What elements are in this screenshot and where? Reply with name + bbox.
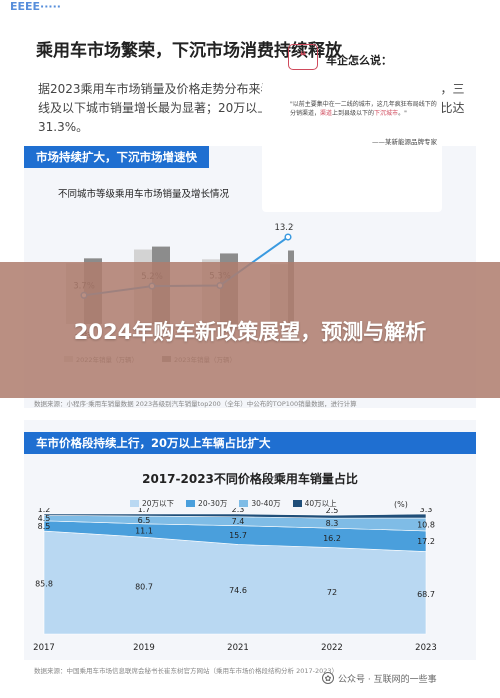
data-label: 3.3 xyxy=(420,508,433,514)
price-segment-area-chart: 85.8 80.7 74.6 72 68.7 8.5 11.1 15.7 16.2 17.2 4.5… xyxy=(33,508,437,653)
legend-item: 20万以下 xyxy=(130,498,174,509)
data-label: 80.7 xyxy=(135,583,153,592)
x-tick-label: 2017 xyxy=(33,643,55,653)
area-band xyxy=(43,513,427,519)
data-label: 2.5 xyxy=(326,508,339,515)
quote-title: 车企怎么说： xyxy=(326,54,392,67)
quote-card xyxy=(262,82,442,212)
page-title: 乘用车市场繁荣，下沉市场消费持续释放 xyxy=(36,41,342,61)
data-label: 17.2 xyxy=(417,537,435,546)
chart2-title: 2017-2023不同价格段乘用车销量占比 xyxy=(142,472,358,486)
data-label: 2.3 xyxy=(232,508,245,514)
quote-text: "以前主要集中在一二线的城市，这几年疯狂布局线下的分销渠道，渠道上到县级以下的下… xyxy=(290,101,437,117)
watermark: ✿ 公众号 · 互联网的一些事 xyxy=(322,670,437,686)
legend-label: 40万以上 xyxy=(304,499,337,508)
data-label: 72 xyxy=(327,588,337,597)
data-label: 4.5 xyxy=(38,514,51,523)
legend-swatch xyxy=(239,500,249,507)
data-label: 68.7 xyxy=(417,590,435,599)
x-tick-label: 2019 xyxy=(133,643,155,653)
x-tick-label: 2023 xyxy=(415,643,437,653)
data-label: 1.2 xyxy=(38,508,51,514)
x-tick-label: 2021 xyxy=(227,643,249,653)
x-tick-label: 2022 xyxy=(321,643,343,653)
legend-item: 30-40万 xyxy=(239,498,281,509)
data-label: 74.6 xyxy=(229,586,247,595)
data-label: 7.4 xyxy=(232,517,245,526)
section-title: 车市价格段持续上行，20万以上车辆占比扩大 xyxy=(24,432,476,454)
data-label: 8.3 xyxy=(326,519,339,528)
legend-label: 20万以下 xyxy=(142,499,175,508)
legend-item: 40万以上 xyxy=(292,498,337,509)
overlay-headline: 2024年购车新政策展望，预测与解析 xyxy=(73,320,427,344)
data-label: 11.1 xyxy=(135,527,153,536)
growth-point xyxy=(284,233,292,241)
legend-swatch xyxy=(186,500,196,507)
legend-swatch xyxy=(292,500,302,507)
watermark-text: 公众号 · 互联网的一些事 xyxy=(338,674,437,685)
data-label: 1.7 xyxy=(138,508,151,514)
data-label: 8.5 xyxy=(38,522,51,531)
wechat-icon: ✿ xyxy=(322,672,334,684)
growth-label: 13.2% xyxy=(274,223,294,233)
headline-overlay-band xyxy=(0,262,500,398)
legend-label: 20-30万 xyxy=(198,499,228,508)
data-label: 16.2 xyxy=(323,534,341,543)
legend-label: 30-40万 xyxy=(251,499,281,508)
source-note: 数据来源：中国乘用车市场信息联席会秘书长崔东树官方网站（乘用车市场价格段结构分析… xyxy=(34,667,338,675)
data-label: 10.8 xyxy=(417,520,435,529)
source-note: 数据来源：小程序·乘用车销量数据 2023各级别汽车销量top200（全年）中公… xyxy=(34,400,357,408)
quote-signature: ——某新能源品牌专家 xyxy=(372,138,437,146)
data-label: 85.8 xyxy=(35,580,53,589)
section-title: 市场持续扩大，下沉市场增速快 xyxy=(24,146,209,168)
quote-icon: ❝ xyxy=(288,44,318,70)
legend-item: 20-30万 xyxy=(186,498,227,509)
top-logo: ЕЕЕЕ····· xyxy=(10,0,61,13)
chart2-legend: 20万以下 20-30万 30-40万 40万以上 xyxy=(130,498,337,509)
data-label: 15.7 xyxy=(229,531,247,540)
legend-swatch xyxy=(130,500,139,507)
data-label: 6.5 xyxy=(138,516,151,525)
chart1-title: 不同城市等级乘用车市场销量及增长情况 xyxy=(58,189,230,200)
unit-label: (%) xyxy=(394,500,408,509)
